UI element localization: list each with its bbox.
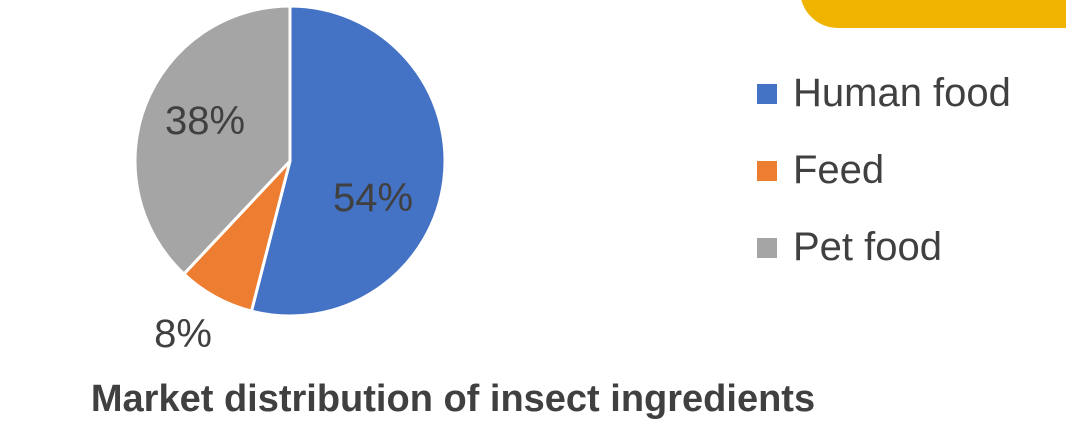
pie-chart: 54% 8% 38% — [133, 4, 447, 356]
legend-swatch — [757, 83, 777, 104]
pie-slice-pet-food — [133, 4, 292, 276]
legend-label: Pet food — [793, 225, 943, 269]
legend-label: Feed — [793, 148, 885, 192]
decorative-yellow-tab — [800, 0, 1066, 28]
data-label-pet-food: 38% — [165, 99, 245, 143]
data-label-feed: 8% — [154, 312, 212, 356]
pie-slice-human-food — [249, 4, 447, 318]
legend-item-human-food: Human food — [757, 55, 1011, 132]
chart-title: Market distribution of insect ingredient… — [90, 378, 816, 420]
data-label-human-food: 54% — [333, 176, 413, 220]
legend-item-feed: Feed — [757, 132, 1011, 209]
legend-swatch — [757, 160, 777, 181]
pie-data-labels: 54% 8% 38% — [154, 99, 413, 356]
legend-item-pet-food: Pet food — [757, 209, 1011, 286]
pie-slices — [133, 4, 447, 318]
chart-legend: Human food Feed Pet food — [757, 55, 1011, 286]
legend-label: Human food — [793, 71, 1011, 115]
legend-swatch — [757, 237, 777, 258]
